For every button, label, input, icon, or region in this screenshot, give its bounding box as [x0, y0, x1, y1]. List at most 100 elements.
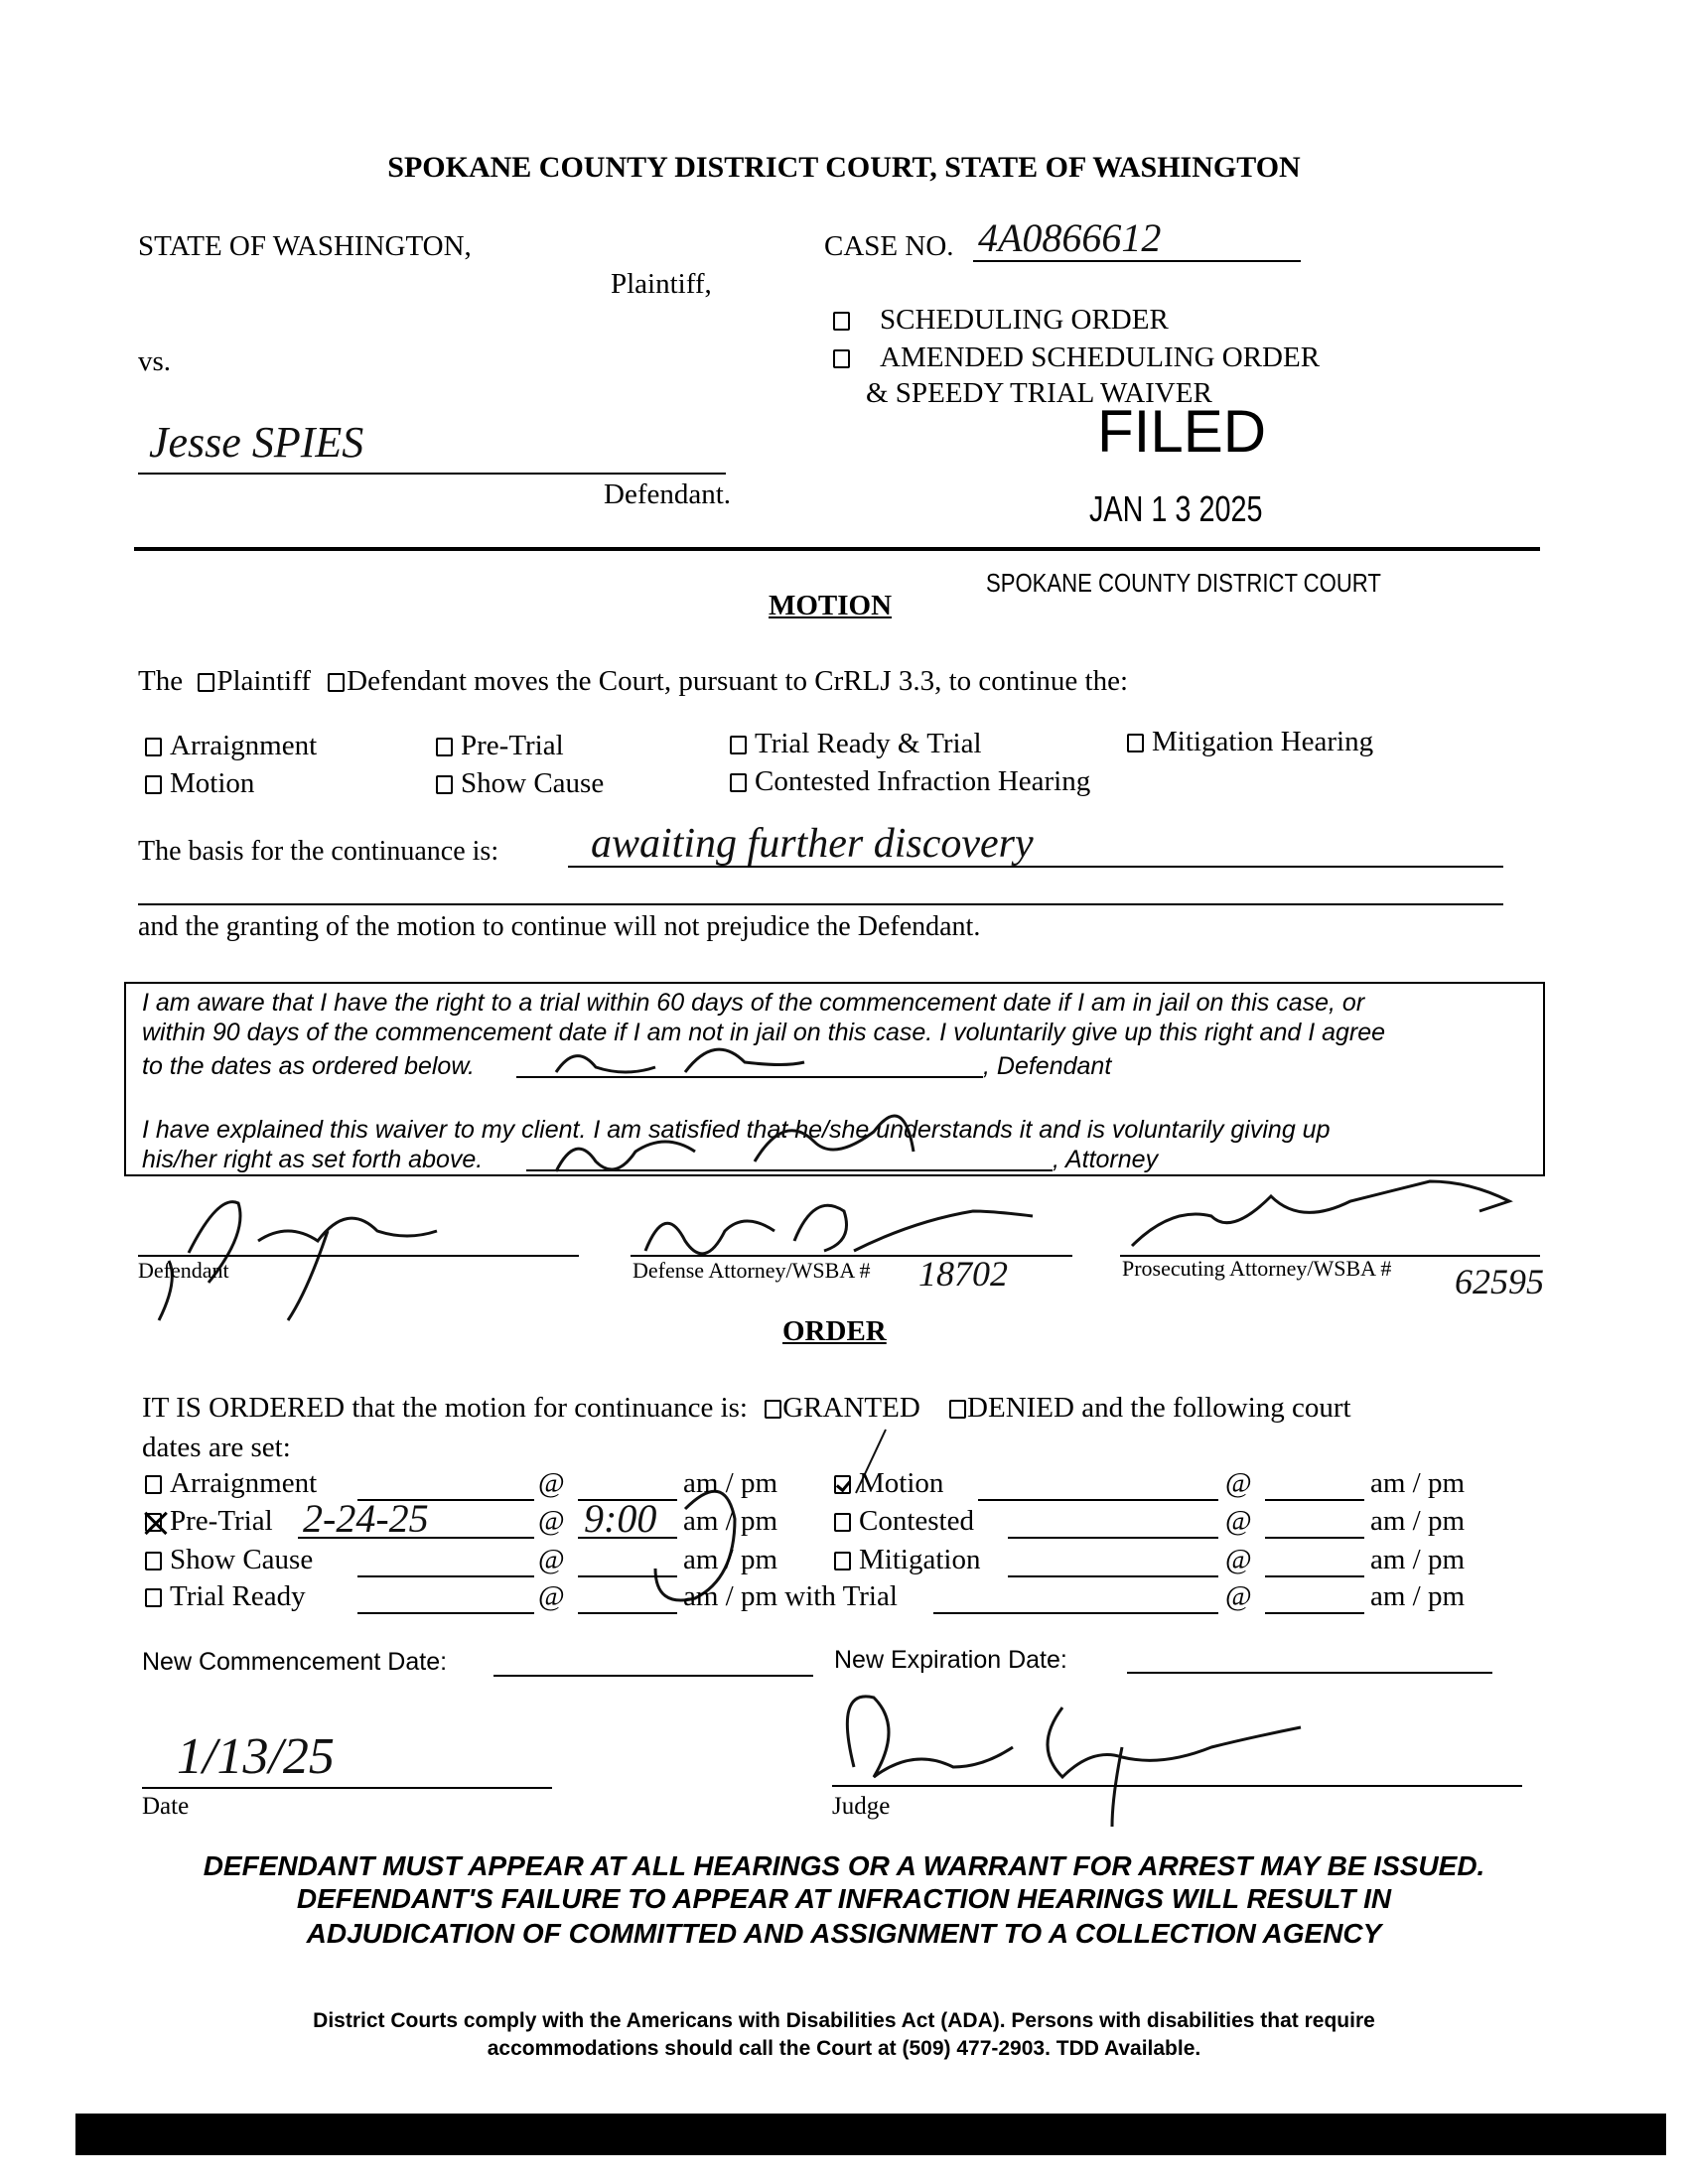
- time-input[interactable]: [578, 1499, 677, 1501]
- ampm-circle: [653, 1489, 737, 1602]
- checkbox[interactable]: [1127, 734, 1144, 752]
- date-input[interactable]: [357, 1499, 534, 1501]
- ampm-label: am / pm: [1370, 1544, 1466, 1575]
- checkbox[interactable]: [833, 349, 850, 368]
- ampm-label: am / pm: [683, 1544, 778, 1575]
- intro-the: The: [138, 665, 184, 697]
- time-input[interactable]: [578, 1575, 677, 1577]
- defendant-label: Defendant.: [604, 478, 732, 510]
- hearing-motion[interactable]: Motion: [145, 767, 254, 800]
- waiver-line-2: within 90 days of the commencement date …: [142, 1019, 1386, 1046]
- waiver-line-1: I am aware that I have the right to a tr…: [142, 989, 1365, 1017]
- checkbox[interactable]: [145, 1552, 162, 1570]
- label: Mitigation Hearing: [1152, 726, 1374, 757]
- date-input[interactable]: [1008, 1537, 1218, 1539]
- date-input[interactable]: [1008, 1575, 1218, 1577]
- row-label: Arraignment: [170, 1467, 318, 1499]
- defendant-name-line: [138, 473, 726, 475]
- hearing-arraignment[interactable]: Arraignment: [145, 730, 317, 762]
- date-input[interactable]: [298, 1537, 534, 1539]
- order-row-left[interactable]: Pre-Trial: [145, 1505, 273, 1538]
- checkbox[interactable]: [834, 1475, 851, 1494]
- checkbox[interactable]: [730, 773, 747, 792]
- basis-line-2: [138, 903, 1503, 905]
- label: Arraignment: [170, 730, 318, 761]
- at-sign: @: [538, 1580, 565, 1612]
- plaintiff-checkbox[interactable]: [198, 673, 215, 692]
- at-sign: @: [538, 1467, 565, 1499]
- time-input[interactable]: [578, 1612, 677, 1614]
- court-title: SPOKANE COUNTY DISTRICT COURT, STATE OF …: [387, 151, 1301, 184]
- date-value: 1/13/25: [177, 1728, 335, 1785]
- label: Pre-Trial: [461, 730, 564, 761]
- amended-scheduling-order-option[interactable]: AMENDED SCHEDULING ORDER: [833, 341, 1320, 374]
- order-heading: ORDER: [782, 1315, 887, 1347]
- at-sign: @: [1225, 1505, 1252, 1537]
- hearing-trial-ready[interactable]: Trial Ready & Trial: [730, 728, 982, 760]
- order-row-right[interactable]: Mitigation: [834, 1544, 980, 1576]
- defendant-option: Defendant moves the Court, pursuant to C…: [347, 665, 1129, 697]
- ada-line-2: accommodations should call the Court at …: [487, 2037, 1201, 2060]
- hearing-show-cause[interactable]: Show Cause: [436, 767, 604, 800]
- expiration-input[interactable]: [1127, 1672, 1492, 1674]
- checkbox[interactable]: [436, 775, 453, 794]
- case-no-value: 4A0866612: [978, 215, 1162, 260]
- checkbox[interactable]: [834, 1513, 851, 1532]
- case-no-label: CASE NO.: [824, 230, 954, 262]
- checkbox[interactable]: [436, 738, 453, 756]
- date-input[interactable]: [978, 1499, 1218, 1501]
- checkbox[interactable]: [145, 1513, 162, 1532]
- checkbox[interactable]: [834, 1552, 851, 1570]
- checkbox[interactable]: [145, 1588, 162, 1607]
- defense-wsba: 18702: [918, 1254, 1008, 1294]
- waiver-line-5: his/her right as set forth above.: [142, 1146, 484, 1173]
- defense-attorney-signature-line: [631, 1255, 1072, 1257]
- checkbox[interactable]: [833, 312, 850, 331]
- time-input[interactable]: [578, 1537, 677, 1539]
- checkbox[interactable]: [145, 738, 162, 756]
- order-row-left[interactable]: Arraignment: [145, 1467, 317, 1500]
- prejudice-text: and the granting of the motion to contin…: [138, 911, 981, 942]
- date-input[interactable]: [357, 1612, 534, 1614]
- checkbox[interactable]: [145, 775, 162, 794]
- time-input[interactable]: [1265, 1537, 1364, 1539]
- checkbox[interactable]: [145, 1475, 162, 1494]
- time-input[interactable]: [1265, 1575, 1364, 1577]
- order-row-right[interactable]: Contested: [834, 1505, 974, 1538]
- order-row-left[interactable]: Show Cause: [145, 1544, 313, 1576]
- granted-label: GRANTED: [782, 1392, 920, 1424]
- case-no-line: [973, 260, 1301, 262]
- date-input[interactable]: [357, 1575, 534, 1577]
- defendant-signature: [157, 1200, 438, 1321]
- ampm-label: am / pm: [683, 1505, 778, 1537]
- order-row-right[interactable]: Motion: [834, 1467, 943, 1500]
- commencement-input[interactable]: [493, 1675, 813, 1677]
- at-sign: @: [538, 1505, 565, 1537]
- defendant-signature-line: [138, 1255, 579, 1257]
- ampm-label: am / pm: [683, 1467, 778, 1499]
- scheduling-order-option[interactable]: SCHEDULING ORDER: [833, 304, 1169, 337]
- date-line: [142, 1787, 552, 1789]
- ampm-label: am / pm: [1370, 1580, 1466, 1612]
- denied-checkbox[interactable]: [949, 1400, 967, 1419]
- option-label: SCHEDULING ORDER: [880, 304, 1169, 336]
- defense-attorney-label: Defense Attorney/WSBA #: [633, 1258, 871, 1283]
- warning-line-2: DEFENDANT'S FAILURE TO APPEAR AT INFRACT…: [296, 1883, 1392, 1914]
- ordered-text: IT IS ORDERED that the motion for contin…: [142, 1392, 1351, 1425]
- defendant-checkbox[interactable]: [328, 673, 346, 692]
- header-divider: [134, 547, 1540, 551]
- plaintiff-label: Plaintiff,: [611, 268, 712, 300]
- vs-label: vs.: [138, 345, 172, 377]
- time-input[interactable]: [1265, 1499, 1364, 1501]
- time-input[interactable]: [1265, 1612, 1364, 1614]
- hearing-contested[interactable]: Contested Infraction Hearing: [730, 765, 1090, 798]
- granted-checkbox[interactable]: [765, 1400, 782, 1419]
- defense-attorney-signature: [643, 1203, 1034, 1256]
- trial-date-input[interactable]: [933, 1612, 1218, 1614]
- date-label: Date: [142, 1793, 190, 1820]
- checkbox[interactable]: [730, 736, 747, 754]
- basis-label: The basis for the continuance is:: [138, 836, 499, 867]
- order-row-left[interactable]: Trial Ready: [145, 1580, 306, 1613]
- hearing-mitigation[interactable]: Mitigation Hearing: [1127, 726, 1373, 758]
- hearing-pre-trial[interactable]: Pre-Trial: [436, 730, 564, 762]
